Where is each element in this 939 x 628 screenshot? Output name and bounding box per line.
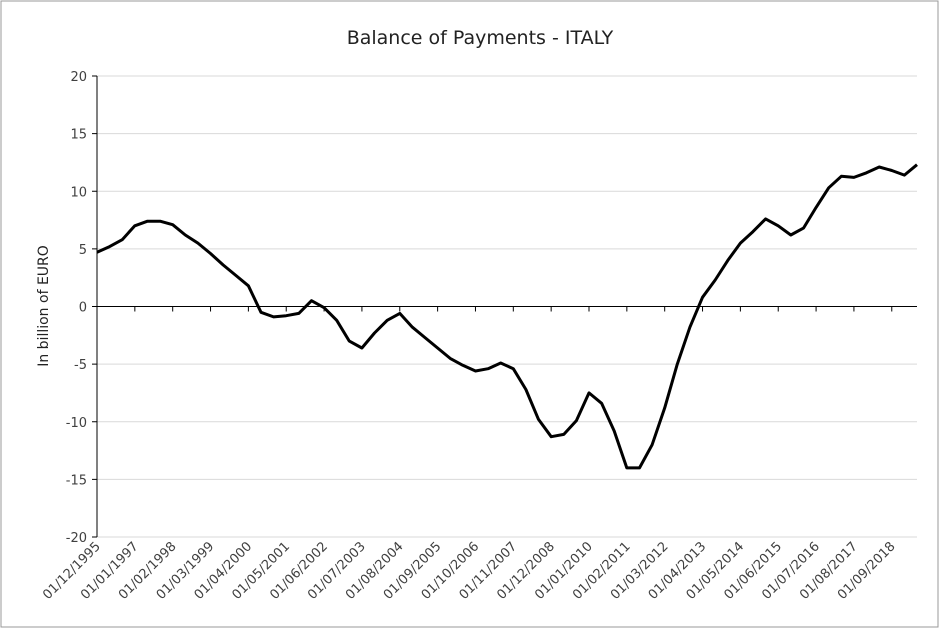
y-tick-label: 5 xyxy=(79,243,87,258)
y-tick-label: -5 xyxy=(74,358,87,373)
y-tick-label: -20 xyxy=(66,531,87,546)
y-tick-label: 0 xyxy=(79,301,87,316)
y-tick-label: 20 xyxy=(70,70,87,85)
y-tick-label: -15 xyxy=(66,473,87,488)
y-tick-label: -10 xyxy=(66,416,87,431)
line-series xyxy=(96,163,918,470)
y-tick-label: 10 xyxy=(70,185,87,200)
y-axis-label: In billion of EURO xyxy=(36,245,52,367)
y-tick-label: 15 xyxy=(70,128,87,143)
chart-title: Balance of Payments - ITALY xyxy=(347,27,614,49)
